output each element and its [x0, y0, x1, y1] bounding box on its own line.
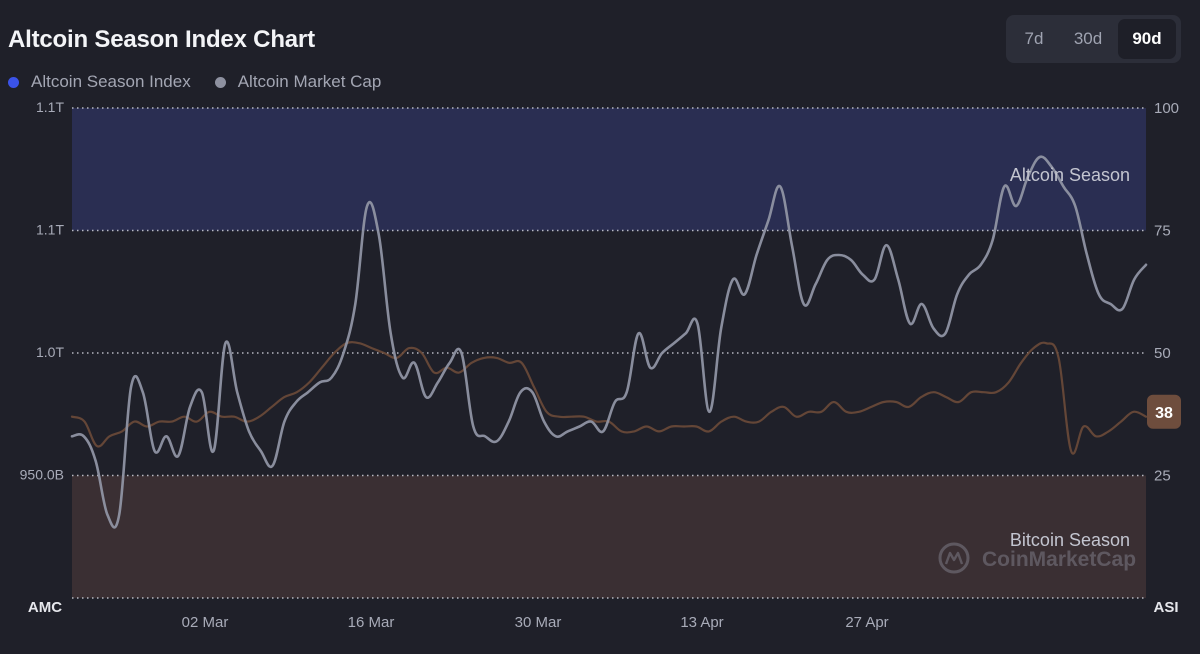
zone-altcoin-season: [72, 108, 1146, 231]
left-axis-tick-label: 1.0T: [36, 344, 64, 360]
zone-label-bitcoin-season: Bitcoin Season: [1010, 530, 1130, 550]
coinmarketcap-logo-icon: [938, 542, 970, 574]
right-axis-tick-label: 100: [1154, 100, 1179, 117]
right-axis-tick-label: 75: [1154, 223, 1171, 240]
x-axis-tick-label: 27 Apr: [845, 614, 888, 631]
x-axis-tick-label: 16 Mar: [348, 614, 395, 631]
series-line-altcoin-season-index: [70, 341, 1148, 455]
coinmarketcap-logo-mark-icon: [944, 551, 964, 565]
x-axis-tick-label: 30 Mar: [515, 614, 562, 631]
chart-legend: Altcoin Season Index Altcoin Market Cap: [8, 72, 381, 92]
legend-dot-asi: [8, 76, 19, 88]
left-axis-tick-label: 950.0B: [20, 467, 64, 483]
right-axis-tick-label: 25: [1154, 468, 1171, 485]
legend-item-asi[interactable]: Altcoin Season Index: [8, 72, 191, 92]
current-value-badge: [1147, 394, 1181, 429]
x-axis-tick-label: 02 Mar: [182, 614, 229, 631]
legend-label-asi: Altcoin Season Index: [31, 72, 191, 91]
right-axis-label: ASI: [1153, 599, 1178, 616]
x-axis-tick-label: 13 Apr: [680, 614, 723, 631]
left-axis-tick-label: 1.1T: [36, 222, 64, 238]
range-30d-button[interactable]: 30d: [1073, 29, 1103, 48]
zone-label-altcoin-season: Altcoin Season: [1010, 165, 1130, 185]
left-axis-tick-label: 1.1T: [36, 99, 64, 115]
legend-item-amc[interactable]: Altcoin Market Cap: [214, 72, 382, 92]
time-range-selector: 7d 30d 90d: [1006, 15, 1181, 63]
zone-bitcoin-season: [72, 475, 1146, 598]
page-title: Altcoin Season Index Chart: [8, 26, 315, 53]
legend-label-amc: Altcoin Market Cap: [237, 72, 382, 91]
watermark: CoinMarketCap: [938, 542, 1136, 574]
left-axis-label: AMC: [28, 599, 62, 616]
range-90d-button[interactable]: 90d: [1118, 19, 1176, 59]
legend-dot-amc: [214, 76, 226, 88]
watermark-text: CoinMarketCap: [982, 548, 1136, 571]
series-line-altcoin-market-cap: [70, 155, 1148, 529]
range-7d-button[interactable]: 7d: [1024, 29, 1044, 48]
current-value-label: 38: [1155, 405, 1173, 422]
right-axis-tick-label: 50: [1154, 345, 1171, 362]
